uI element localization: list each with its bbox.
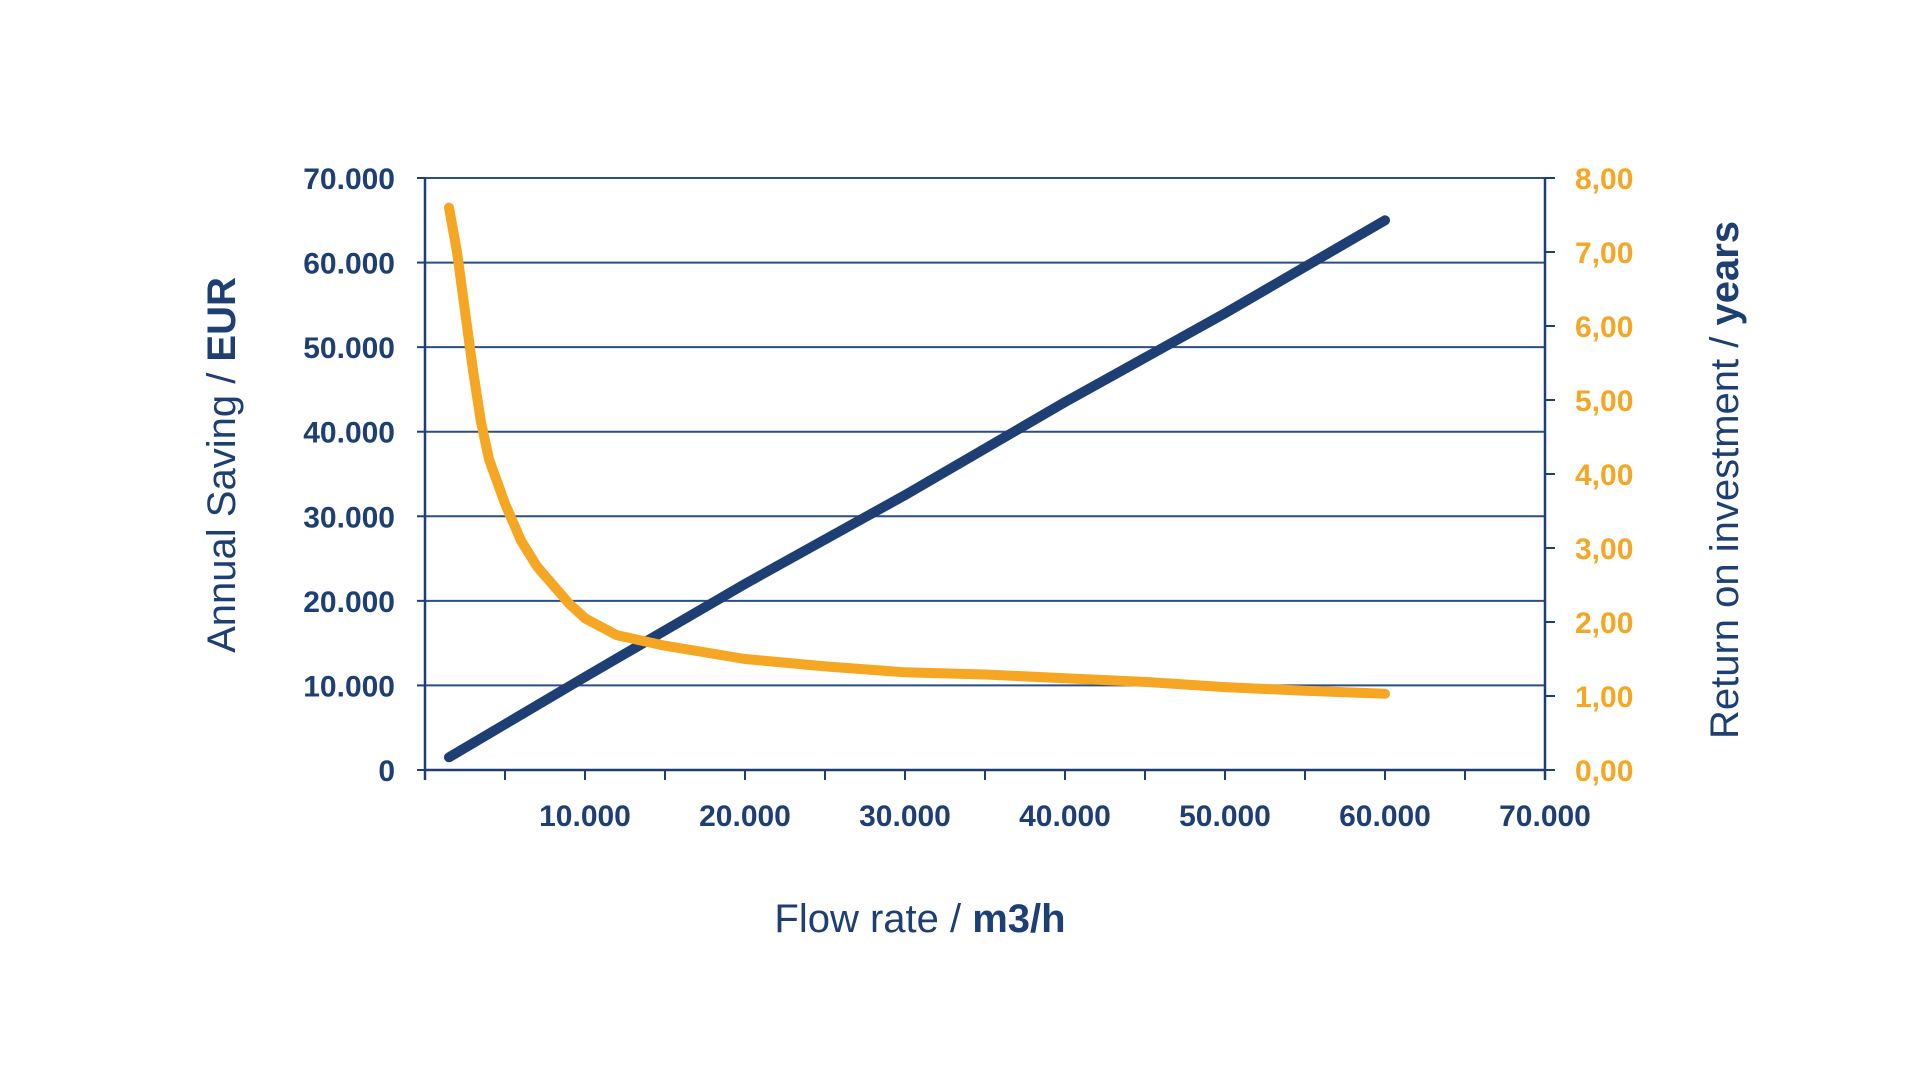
y2-tick-label: 3,00 [1575, 533, 1633, 566]
x-tick-label: 20.000 [699, 800, 791, 833]
y2-axis-title-unit: years [1703, 221, 1747, 326]
x-tick-label: 60.000 [1339, 800, 1431, 833]
right-axis-ticks: 0,00 1,00 2,00 3,00 4,00 5,00 6,00 7,00 8,00 [1575, 163, 1633, 788]
x-tick-label: 50.000 [1179, 800, 1271, 833]
y-tick-label: 50.000 [303, 332, 395, 365]
x-tick-label: 40.000 [1019, 800, 1111, 833]
x-tick-label: 30.000 [859, 800, 951, 833]
y-tick-label: 30.000 [303, 501, 395, 534]
y-tick-label: 60.000 [303, 248, 395, 281]
series-line-saving [444, 215, 1390, 763]
y2-axis-title-text: Return on investment / [1703, 336, 1747, 739]
x-axis-title-text: Flow rate / [774, 897, 962, 941]
y-axis-title-text: Annual Saving / [200, 372, 244, 653]
y2-tick-label: 0,00 [1575, 755, 1633, 788]
y2-tick-label: 8,00 [1575, 163, 1633, 196]
gridlines [425, 177, 1545, 687]
y2-tick-label: 4,00 [1575, 459, 1633, 492]
y2-tick-label: 6,00 [1575, 311, 1633, 344]
series-lines [444, 202, 1390, 763]
axes [417, 177, 1555, 780]
y2-tick-label: 7,00 [1575, 237, 1633, 270]
y-axis-title: Annual Saving / EUR [200, 277, 244, 653]
y2-axis-title: Return on investment / years [1703, 221, 1747, 739]
y-axis-title-unit: EUR [200, 277, 244, 362]
y2-tick-label: 1,00 [1575, 681, 1633, 714]
x-tick-label: 10.000 [539, 800, 631, 833]
y2-tick-label: 2,00 [1575, 607, 1633, 640]
y-tick-label: 10.000 [303, 670, 395, 703]
y-tick-label: 20.000 [303, 586, 395, 619]
bottom-axis-ticks: 10.000 20.000 30.000 40.000 50.000 60.000 70.0… [539, 800, 1591, 833]
y-tick-label: 40.000 [303, 417, 395, 450]
y-tick-label: 70.000 [303, 163, 395, 196]
y2-tick-label: 5,00 [1575, 385, 1633, 418]
y-tick-label: 0 [378, 755, 395, 788]
x-axis-title-unit: m3/h [972, 897, 1065, 941]
left-axis-ticks: 0 10.000 20.000 30.000 40.000 50.000 60.000 70.… [303, 163, 395, 788]
series-line-roi [444, 202, 1390, 699]
x-tick-label: 70.000 [1499, 800, 1591, 833]
x-axis-title: Flow rate / m3/h [774, 897, 1065, 941]
